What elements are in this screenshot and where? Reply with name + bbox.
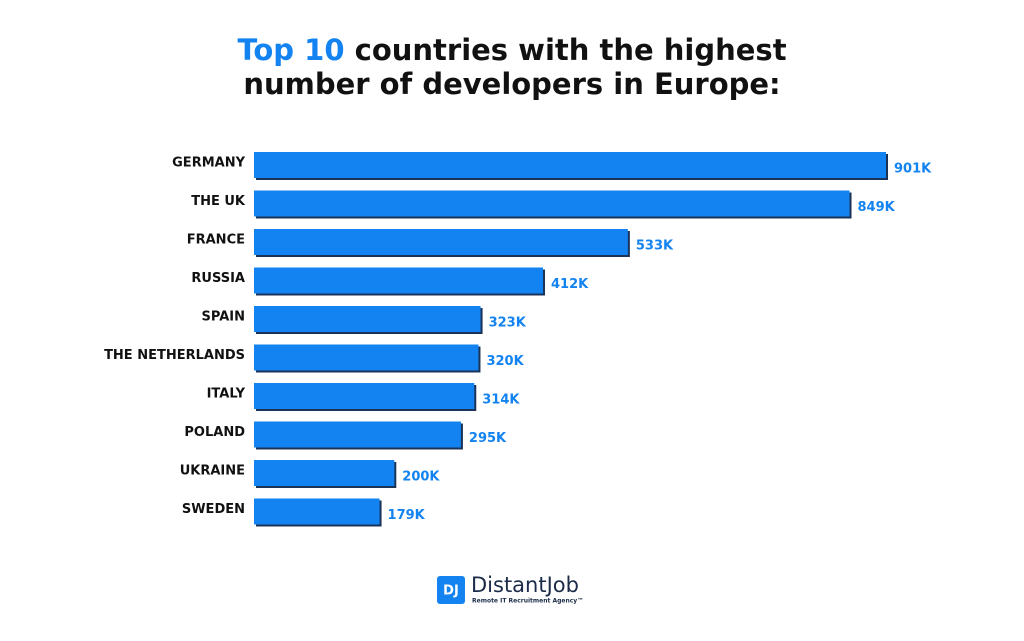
value-label: 314K [482,393,520,408]
logo: DJ DistantJob Remote IT Recruitment Agen… [437,573,583,605]
bar [254,383,475,409]
bar [254,344,479,371]
logo-icon [437,576,465,604]
bar [254,421,461,448]
bar [254,190,850,217]
value-label: 320K [486,354,524,369]
value-label: 533K [636,239,674,254]
value-label: 412K [551,277,589,292]
title-highlight: Top 10 [237,33,344,67]
value-label: 179K [388,508,426,523]
bar [254,267,543,294]
chart-title: Top 10 countries with the highest [237,33,786,67]
category-label: RUSSIA [191,271,245,286]
title-line: countries with the highest [355,33,787,67]
category-label: POLAND [184,425,245,440]
bar [254,229,628,255]
bar [254,306,481,332]
category-label: FRANCE [187,233,245,248]
bar [254,460,395,486]
category-label: GERMANY [172,156,245,171]
category-label: ITALY [207,387,246,402]
brand-name: DistantJob [471,573,579,597]
category-label: UKRAINE [180,464,245,479]
value-label: 295K [469,431,507,446]
category-label: SWEDEN [182,502,245,517]
category-label: THE NETHERLANDS [104,348,245,363]
chart-title: number of developers in Europe: [243,67,780,101]
value-label: 901K [894,162,932,177]
brand-tagline: Remote IT Recruitment Agency™ [472,598,583,605]
logo-mark: DJ [443,584,459,599]
bar [254,152,886,178]
value-label: 849K [858,200,896,215]
bar [254,498,380,525]
value-label: 323K [489,316,527,331]
category-label: THE UK [191,194,246,209]
category-label: SPAIN [202,310,245,325]
value-label: 200K [402,470,440,485]
